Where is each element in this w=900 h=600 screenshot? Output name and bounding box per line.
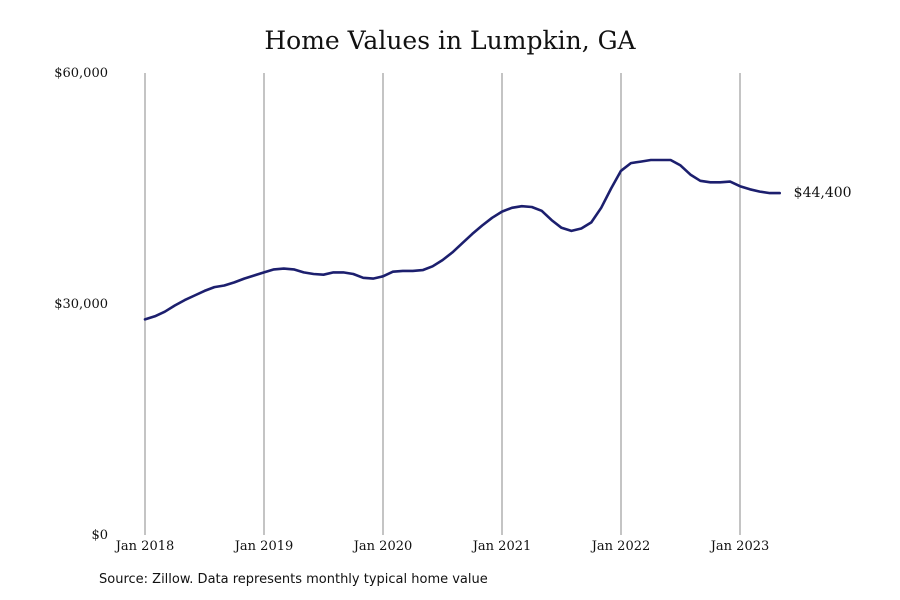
x-tick-label: Jan 2023 (709, 539, 770, 554)
x-axis-tick-labels: Jan 2018 Jan 2019 Jan 2020 Jan 2021 Jan 2022… (114, 539, 770, 554)
y-tick-label: $30,000 (54, 297, 108, 312)
chart-title: Home Values in Lumpkin, GA (264, 26, 636, 55)
x-tick-label: Jan 2018 (114, 539, 175, 554)
series-line (143, 158, 782, 321)
y-axis-tick-labels: $0 $30,000 $60,000 (54, 66, 108, 543)
data-labels: $44,400 (794, 185, 852, 201)
vertical-gridlines (144, 73, 741, 535)
x-tick-label: Jan 2019 (233, 539, 294, 554)
y-tick-label: $0 (91, 528, 108, 543)
y-tick-label: $60,000 (54, 66, 108, 81)
x-tick-label: Jan 2022 (590, 539, 651, 554)
end-value-label: $44,400 (794, 185, 852, 201)
x-tick-label: Jan 2021 (471, 539, 532, 554)
source-note: Source: Zillow. Data represents monthly … (99, 572, 488, 587)
series-layer (143, 158, 782, 321)
x-tick-label: Jan 2020 (352, 539, 413, 554)
